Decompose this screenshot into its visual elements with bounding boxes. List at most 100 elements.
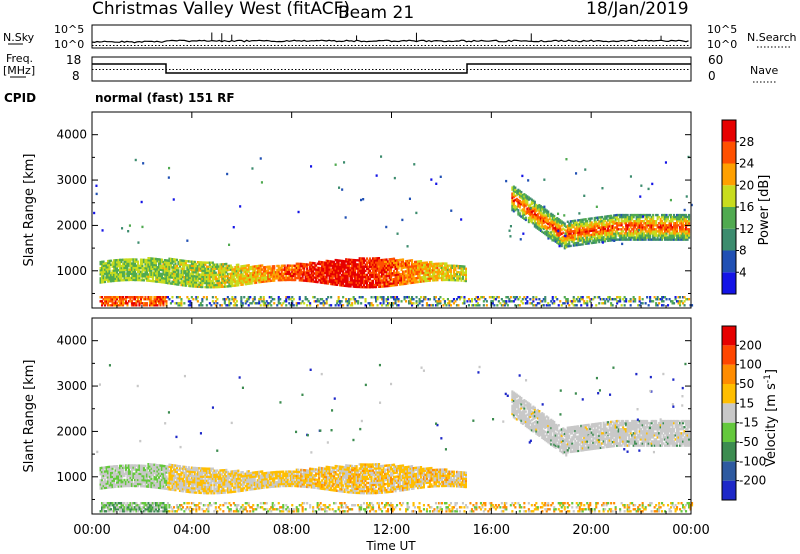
power-cell: [346, 280, 349, 284]
power-cell: [348, 285, 351, 288]
power-cell: [243, 270, 246, 274]
power-cell: [536, 223, 539, 226]
power-cell: [138, 296, 141, 299]
power-cell: [625, 215, 628, 219]
power-cell: [635, 228, 638, 231]
power-cell: [601, 298, 604, 301]
power-cell: [653, 230, 656, 233]
power-cell: [431, 273, 434, 276]
noise-right-tick-bottom: 10^0: [707, 38, 737, 51]
power-cell: [322, 269, 325, 272]
power-cell: [177, 267, 180, 270]
power-cell: [512, 207, 515, 211]
power-cell: [658, 238, 661, 241]
power-cell: [535, 224, 538, 227]
power-cell: [184, 278, 187, 281]
power-cell: [562, 237, 565, 241]
power-cell: [310, 274, 313, 277]
power-cell: [277, 272, 280, 276]
power-cell: [623, 304, 626, 307]
power-cell: [340, 259, 343, 263]
power-cell: [283, 268, 286, 271]
power-cell: [679, 300, 682, 303]
power-cell: [102, 298, 105, 301]
power-cell: [273, 269, 276, 272]
power-cell: [580, 237, 583, 240]
power-cell: [172, 274, 175, 277]
power-cell: [351, 264, 354, 268]
power-cell: [578, 229, 581, 232]
velocity-cell: [119, 477, 122, 480]
power-cell: [283, 272, 286, 276]
power-cell: [667, 226, 670, 229]
power-cell: [295, 264, 298, 267]
power-cell: [578, 223, 581, 226]
velocity-cell: [114, 485, 117, 488]
power-cell: [337, 261, 340, 264]
power-cell: [336, 259, 339, 262]
power-cell: [638, 238, 641, 241]
power-cell: [622, 213, 625, 217]
power-cell: [325, 280, 328, 283]
power-cell: [637, 234, 640, 237]
power-cell: [337, 259, 340, 262]
power-cell: [282, 272, 285, 276]
power-cell: [240, 267, 243, 270]
power-cell: [617, 213, 620, 217]
power-cell: [243, 266, 246, 270]
power-cell: [607, 223, 610, 226]
power-cell: [578, 231, 581, 234]
power-cell: [348, 266, 351, 270]
power-cell: [638, 213, 641, 217]
power-cell: [240, 275, 243, 278]
power-cell: [382, 296, 385, 299]
power-cell: [138, 272, 141, 276]
velocity-cell: [139, 466, 142, 469]
power-cell: [325, 298, 328, 301]
power-cell: [204, 275, 207, 279]
power-cell: [530, 218, 533, 222]
power-cell: [177, 269, 180, 272]
power-cell: [399, 279, 402, 282]
power-cell: [565, 237, 568, 241]
power-cell: [126, 296, 129, 299]
velocity-cell: [107, 470, 110, 473]
power-cell: [104, 262, 107, 265]
power-cell: [475, 300, 478, 303]
power-cell: [434, 262, 437, 266]
power-cell: [211, 275, 214, 279]
power-cell: [637, 217, 640, 221]
power-cell: [199, 279, 202, 282]
power-cell: [295, 272, 298, 276]
power-cell: [346, 302, 349, 305]
power-cell: [207, 283, 210, 287]
power-cell: [229, 274, 232, 278]
power-cell: [668, 230, 671, 233]
power-cell: [538, 224, 541, 227]
power-cell: [433, 275, 436, 278]
power-cell: [658, 226, 661, 229]
power-cell: [253, 271, 256, 274]
power-cell: [667, 236, 670, 239]
power-cell: [367, 302, 370, 305]
power-cell: [396, 296, 399, 299]
power-cell: [343, 274, 346, 277]
power-cell: [405, 266, 408, 269]
power-cell: [186, 276, 189, 279]
power-cell: [482, 304, 485, 307]
power-cell: [163, 269, 166, 272]
power-cell: [171, 282, 174, 285]
power-cell: [133, 258, 136, 261]
power-cell: [635, 238, 638, 241]
power-cell: [267, 277, 270, 281]
power-cell: [464, 271, 467, 275]
power-cell: [113, 296, 116, 299]
power-cell: [517, 203, 520, 206]
power-cell: [385, 270, 388, 274]
power-cell: [649, 213, 652, 217]
power-cell: [493, 296, 496, 299]
velocity-cell: [114, 473, 117, 476]
power-cell: [637, 215, 640, 219]
power-cell: [162, 271, 165, 274]
power-cell: [403, 280, 406, 283]
